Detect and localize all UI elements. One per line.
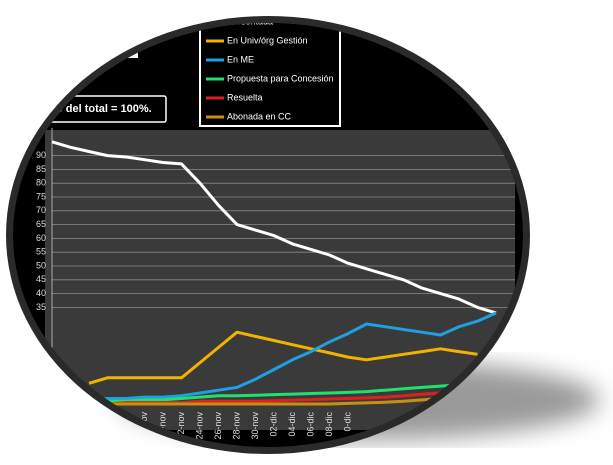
legend-label: Resuelta: [227, 92, 263, 102]
x-tick-label: 28-nov: [231, 412, 241, 440]
y-tick-label: 90: [36, 150, 46, 160]
series-line: [51, 140, 497, 315]
x-tick-label: 22-nov: [176, 412, 186, 440]
y-tick-label: 65: [36, 219, 46, 229]
y-tick-label: 85: [36, 164, 46, 174]
x-tick-label: -nov: [157, 412, 167, 430]
legend-label: Abonada en CC: [227, 111, 292, 121]
series-line: [88, 330, 478, 385]
y-tick-label: 45: [36, 274, 46, 284]
y-tick-label: 40: [36, 288, 46, 298]
x-tick-label: 24-nov: [194, 412, 204, 440]
y-tick-label: 55: [36, 247, 46, 257]
series-line: [52, 383, 460, 405]
x-tick-label: 30-nov: [250, 412, 260, 440]
series-line: [52, 311, 497, 403]
y-tick-label: 80: [36, 178, 46, 188]
y-tick-label: 75: [36, 191, 46, 201]
x-tick-label: 06-dic: [305, 412, 315, 437]
x-tick-label: 04-dic: [287, 412, 297, 437]
y-tick-label: 35: [36, 302, 46, 312]
x-tick-label: nov: [139, 412, 149, 427]
y-tick-label: 60: [36, 233, 46, 243]
y-tick-label: 70: [36, 205, 46, 215]
legend-label: Presentada: [227, 16, 273, 26]
x-tick-label: 08-dic: [324, 412, 334, 437]
series-line: [52, 397, 441, 406]
annotation: o del total = 100%.: [56, 103, 152, 115]
y-tick-label: 50: [36, 260, 46, 270]
x-tick-label: 0-dic: [342, 412, 352, 432]
legend-label: En Univ/órg Gestión: [227, 35, 308, 45]
legend-label: Propuesta para Concesión: [227, 73, 334, 83]
x-tick-label: 26-nov: [213, 412, 223, 440]
x-tick-label: 02-dic: [268, 412, 278, 437]
legend-label: En ME: [227, 54, 254, 64]
legend: [199, 23, 341, 127]
